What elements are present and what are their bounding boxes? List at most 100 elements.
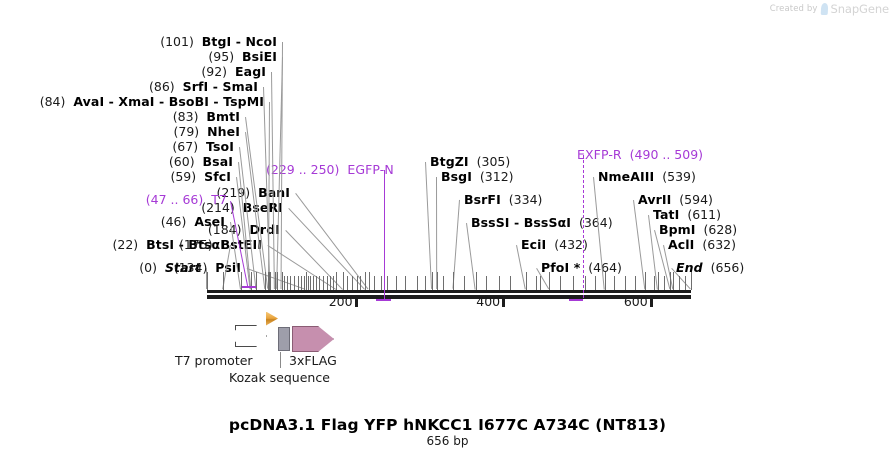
- enzyme-label-btgzi[interactable]: BtgZI (305): [430, 155, 510, 169]
- cut-site-tick: [265, 272, 267, 290]
- enzyme-label-bmti[interactable]: (83) BmtI: [173, 110, 240, 124]
- cut-site-tick: [289, 276, 291, 290]
- enzyme-name: AvrII: [638, 192, 672, 207]
- enzyme-position: (59): [170, 169, 197, 184]
- enzyme-name: BanI: [258, 185, 290, 200]
- enzyme-name: SfcI: [204, 169, 231, 184]
- enzyme-label-bpmi[interactable]: BpmI (628): [659, 223, 737, 237]
- enzyme-position: (175): [179, 237, 213, 252]
- enzyme-label-psii[interactable]: (134) PsiI: [174, 261, 241, 275]
- cut-site-tick: [336, 272, 338, 290]
- enzyme-label-nhei[interactable]: (79) NheI: [173, 125, 240, 139]
- enzyme-label-asei[interactable]: (46) AseI: [161, 215, 225, 229]
- cut-site-tick: [453, 272, 455, 290]
- enzyme-name: PsiI: [215, 260, 241, 275]
- feature-kozak-sequence[interactable]: [278, 327, 290, 351]
- cut-site-tick: [525, 272, 527, 290]
- page-title: pcDNA3.1 Flag YFP hNKCC1 I677C A734C (NT…: [228, 416, 667, 434]
- enzyme-position: (632): [702, 237, 736, 252]
- cut-site-tick: [270, 272, 272, 290]
- ruler-label: 200: [328, 294, 353, 309]
- enzyme-label-btsi[interactable]: (22) BtsI - BtsαI: [113, 238, 226, 252]
- enzyme-position: (305): [476, 154, 511, 169]
- hollow-arrow-right-icon: [235, 325, 267, 347]
- cut-site-tick: [360, 276, 362, 290]
- enzyme-name: BtgI - NcoI: [201, 34, 277, 49]
- cut-site-tick: [559, 276, 561, 290]
- cut-site-tick: [416, 276, 418, 290]
- enzyme-position: (95): [208, 49, 235, 64]
- cut-site-tick: [326, 276, 328, 290]
- enzyme-position: (22): [112, 237, 139, 252]
- enzyme-label-bsssi[interactable]: BssSI - BssSαI (364): [471, 216, 613, 230]
- cut-site-tick: [322, 276, 324, 290]
- cut-site-tick: [351, 276, 353, 290]
- cut-site-tick: [268, 272, 270, 290]
- cut-site-tick: [294, 276, 296, 290]
- primer-label-egfp-n[interactable]: (229 .. 250) EGFP-N: [266, 163, 394, 177]
- enzyme-label-eagi[interactable]: (92) EagI: [201, 65, 266, 79]
- primer-range: (47 .. 66): [145, 192, 204, 207]
- enzyme-name: BseRI: [242, 200, 283, 215]
- enzyme-position: (134): [173, 260, 208, 275]
- primer-label-exfp-r[interactable]: EXFP-R (490 .. 509): [577, 148, 703, 162]
- enzyme-label-end[interactable]: End (656): [676, 261, 744, 275]
- cut-site-tick: [475, 272, 477, 290]
- cut-site-tick: [274, 272, 276, 290]
- enzyme-name: BpmI: [659, 222, 696, 237]
- enzyme-name: BstEII: [220, 237, 262, 252]
- enzyme-position: (84): [39, 94, 66, 109]
- enzyme-name: BsgI: [441, 169, 472, 184]
- feature-t7-promoter[interactable]: [235, 325, 267, 347]
- enzyme-label-tsoi[interactable]: (67) TsoI: [172, 140, 234, 154]
- sequence-backbone[interactable]: [207, 290, 691, 299]
- enzyme-position: (539): [662, 169, 696, 184]
- enzyme-name: BsrFI: [464, 192, 501, 207]
- enzyme-label-pfoi[interactable]: PfoI * (464): [541, 261, 622, 275]
- cut-site-tick: [664, 276, 666, 290]
- cut-site-tick: [536, 276, 538, 290]
- cut-site-tick: [301, 276, 303, 290]
- cut-site-tick: [283, 276, 285, 290]
- enzyme-name: BmtI: [206, 109, 240, 124]
- primer-label-t7[interactable]: (47 .. 66) T7: [146, 193, 227, 207]
- enzyme-label-bsai[interactable]: (60) BsaI: [169, 155, 233, 169]
- enzyme-label-bsiei[interactable]: (95) BsiEI: [208, 50, 277, 64]
- enzyme-label-tati[interactable]: TatI (611): [653, 208, 721, 222]
- leader-line: [271, 72, 275, 290]
- cut-site-tick: [463, 276, 465, 290]
- enzyme-label-avai[interactable]: (84) AvaI - XmaI - BsoBI - TspMI: [40, 95, 264, 109]
- enzyme-label-avrii[interactable]: AvrII (594): [638, 193, 713, 207]
- cut-site-tick: [310, 276, 312, 290]
- enzyme-label-start[interactable]: (0) Start: [139, 261, 201, 275]
- enzyme-position: (0): [139, 260, 157, 275]
- cut-site-tick: [549, 272, 551, 290]
- enzyme-position: (92): [201, 64, 228, 79]
- cut-site-tick: [572, 276, 574, 290]
- cut-site-tick: [277, 272, 279, 290]
- cut-site-tick: [657, 272, 659, 290]
- enzyme-label-srfi[interactable]: (86) SrfI - SmaI: [149, 80, 258, 94]
- enzyme-label-sfci[interactable]: (59) SfcI: [170, 170, 231, 184]
- cut-site-tick: [691, 272, 692, 290]
- enzyme-label-bsgi[interactable]: BsgI (312): [441, 170, 514, 184]
- enzyme-position: (83): [172, 109, 199, 124]
- cut-site-tick: [685, 276, 687, 290]
- enzyme-label-acli[interactable]: AclI (632): [668, 238, 736, 252]
- cut-site-tick: [342, 272, 344, 290]
- primer-range: (490 .. 509): [629, 147, 704, 162]
- enzyme-position: (214): [201, 200, 235, 215]
- feature-label-kozak-sequence: Kozak sequence: [229, 370, 330, 385]
- feature-3xflag[interactable]: [292, 326, 334, 352]
- enzyme-position: (46): [160, 214, 187, 229]
- cut-site-tick: [540, 276, 542, 290]
- enzyme-name: DrdI: [249, 222, 280, 237]
- enzyme-name: AseI: [194, 214, 225, 229]
- enzyme-label-bsrfi[interactable]: BsrFI (334): [464, 193, 542, 207]
- enzyme-label-btgi[interactable]: (101) BtgI - NcoI: [160, 35, 277, 49]
- cut-site-tick: [207, 272, 208, 290]
- enzyme-position: (364): [578, 215, 613, 230]
- enzyme-label-ecii[interactable]: EciI (432): [521, 238, 588, 252]
- cut-site-tick: [319, 276, 321, 290]
- enzyme-label-nmeaiii[interactable]: NmeAIII (539): [598, 170, 696, 184]
